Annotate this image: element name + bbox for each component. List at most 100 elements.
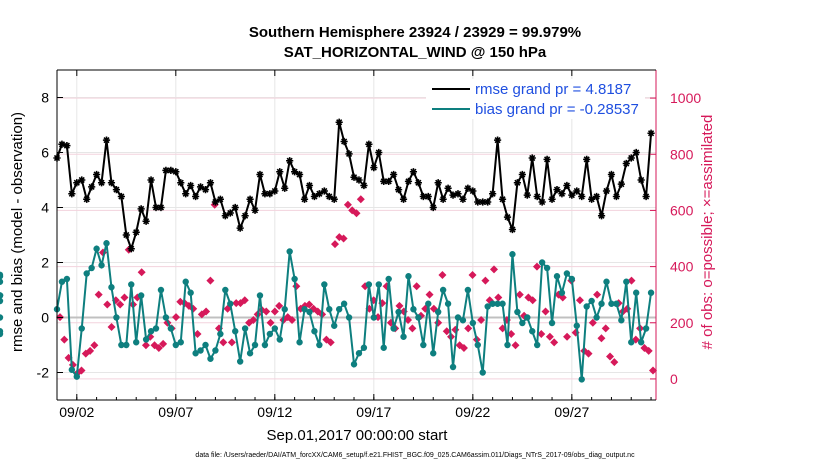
bias-point xyxy=(410,306,417,313)
bias-point xyxy=(291,275,298,283)
x-axis-label: Sep.01,2017 00:00:00 start xyxy=(267,427,449,444)
bias-point xyxy=(58,278,66,285)
bias-point xyxy=(613,300,620,307)
rmse-point xyxy=(647,129,655,137)
bias-point xyxy=(459,317,467,324)
rmse-point xyxy=(281,184,289,192)
bias-point xyxy=(370,314,378,321)
y-tick-label: 0 xyxy=(41,310,49,326)
bias-point xyxy=(133,339,140,346)
bias-point xyxy=(573,322,580,329)
bias-point xyxy=(578,376,585,383)
bias-point xyxy=(271,325,279,332)
bias-point xyxy=(548,319,556,327)
bias-point xyxy=(162,314,170,321)
rmse-point xyxy=(508,225,517,234)
bias-point xyxy=(103,240,110,247)
bias-point xyxy=(637,339,645,346)
rmse-point xyxy=(201,186,210,194)
obs-assimilated-marker xyxy=(515,290,524,299)
obs-assimilated-marker xyxy=(532,262,541,271)
obs-assimilated-marker xyxy=(494,293,503,302)
obs-assimilated-marker xyxy=(193,330,202,338)
bias-point xyxy=(187,289,194,296)
obs-assimilated-marker xyxy=(141,341,150,350)
bias-point xyxy=(232,328,239,335)
obs-assimilated-marker xyxy=(352,209,361,218)
obs-assimilated-marker xyxy=(575,296,584,305)
obs-assimilated-marker xyxy=(593,290,602,299)
rmse-point xyxy=(241,212,249,220)
rmse-point xyxy=(489,190,497,198)
rmse-point xyxy=(449,191,457,199)
obs-assimilated-marker xyxy=(232,299,241,308)
rmse-point xyxy=(246,195,254,203)
rmse-point xyxy=(102,136,111,144)
bias-point xyxy=(306,308,313,316)
bias-point xyxy=(281,306,288,313)
bias-point xyxy=(212,347,219,354)
bias-point xyxy=(543,264,551,272)
rmse-point xyxy=(117,192,125,201)
bias-point xyxy=(202,341,209,349)
obs-assimilated-marker xyxy=(120,293,129,302)
rmse-point xyxy=(360,181,368,190)
rmse-point xyxy=(518,170,526,179)
y2-tick-label: 800 xyxy=(670,146,694,162)
x-tick-label: 09/17 xyxy=(356,404,391,420)
rmse-point xyxy=(276,168,284,176)
bias-point xyxy=(479,369,486,376)
rmse-point xyxy=(444,184,452,192)
obs-assimilated-marker xyxy=(606,352,615,361)
bias-point xyxy=(623,278,630,285)
bias-point xyxy=(449,363,457,371)
bias-point xyxy=(439,286,447,294)
obs-assimilated-marker xyxy=(154,344,163,353)
bias-point xyxy=(514,308,521,316)
bias-point xyxy=(0,278,4,285)
rmse-point xyxy=(335,118,343,126)
bias-point xyxy=(335,306,343,313)
rmse-point xyxy=(558,190,566,198)
x-tick-label: 09/12 xyxy=(257,404,292,420)
obs-assimilated-marker xyxy=(481,276,490,285)
rmse-point xyxy=(251,206,259,214)
rmse-point xyxy=(68,190,76,198)
obs-assimilated-marker xyxy=(60,335,69,344)
obs-assimilated-marker xyxy=(477,315,486,324)
rmse-point xyxy=(320,187,328,195)
obs-assimilated-marker xyxy=(610,358,619,367)
rmse-point xyxy=(231,203,239,212)
bias-point xyxy=(400,333,407,340)
bias-point xyxy=(618,317,625,324)
rmse-point xyxy=(305,181,314,190)
obs-assimilated-marker xyxy=(137,268,146,277)
bias-point xyxy=(380,344,387,351)
chart-title: Southern Hemisphere 23924 / 23929 = 99.9… xyxy=(248,24,582,41)
rmse-point xyxy=(503,213,512,221)
obs-assimilated-marker xyxy=(227,338,236,347)
bias-point xyxy=(489,300,496,307)
rmse-point xyxy=(583,155,591,163)
bias-point xyxy=(0,330,4,338)
rmse-point xyxy=(291,168,299,176)
bias-point xyxy=(568,275,576,283)
obs-assimilated-marker xyxy=(545,332,554,341)
rmse-point xyxy=(592,192,601,201)
bias-point xyxy=(83,270,90,277)
obs-assimilated-marker xyxy=(343,200,352,209)
obs-assimilated-marker xyxy=(442,327,451,336)
bias-point xyxy=(246,350,254,357)
obs-assimilated-marker xyxy=(550,338,559,347)
bias-point xyxy=(395,308,402,316)
obs-assimilated-marker xyxy=(107,322,116,331)
obs-assimilated-marker xyxy=(468,271,477,280)
y-tick-label: 8 xyxy=(41,90,49,106)
bias-point xyxy=(563,270,571,277)
rmse-point xyxy=(404,177,413,185)
bias-point xyxy=(172,341,180,349)
rmse-point xyxy=(256,170,264,179)
bias-point xyxy=(251,341,259,349)
bias-point xyxy=(241,325,249,332)
rmse-point xyxy=(622,159,630,168)
